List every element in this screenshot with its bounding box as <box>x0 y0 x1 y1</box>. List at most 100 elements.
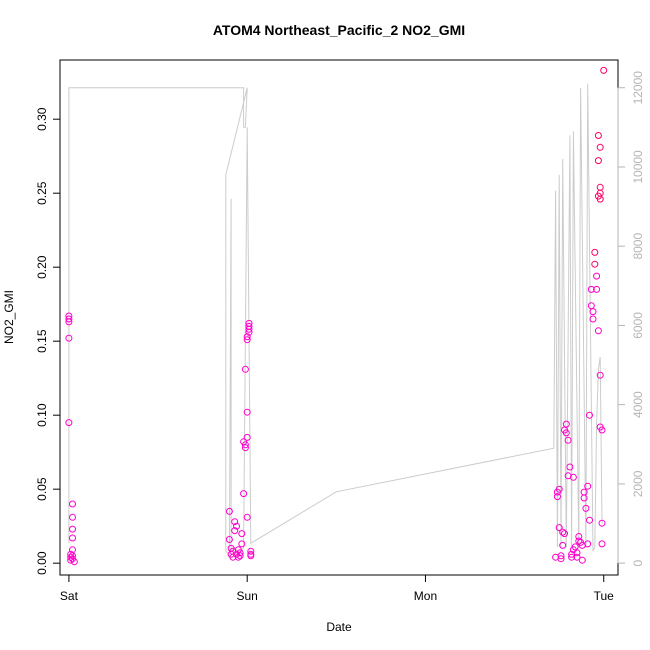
data-point <box>236 552 244 560</box>
y2-tick-label: 12000 <box>631 71 645 105</box>
data-point <box>247 552 255 560</box>
data-point <box>243 333 251 341</box>
data-point <box>231 518 239 526</box>
data-point <box>596 195 604 203</box>
data-point <box>553 493 561 501</box>
y-axis-left: 0.00 0.05 0.10 0.15 0.20 0.25 0.30 <box>35 107 61 575</box>
data-point <box>238 530 246 538</box>
altitude-line-layer <box>68 83 603 557</box>
data-point <box>593 272 601 280</box>
data-point <box>238 540 246 548</box>
y-tick-label: 0.00 <box>35 551 49 575</box>
data-point <box>69 525 76 533</box>
data-point <box>67 550 75 558</box>
x-tick-label: Sun <box>237 589 258 603</box>
y2-tick-label: 2000 <box>631 470 645 497</box>
data-point <box>225 507 233 515</box>
data-point <box>243 513 251 521</box>
data-point <box>557 552 565 560</box>
no2-points-layer <box>65 66 608 566</box>
data-point <box>241 444 249 452</box>
data-point <box>594 132 602 139</box>
data-point <box>586 411 593 419</box>
data-point <box>584 540 592 548</box>
data-point <box>69 534 76 542</box>
y2-tick-label: 8000 <box>631 233 645 260</box>
data-point <box>69 513 76 521</box>
data-point <box>591 260 599 268</box>
data-point <box>557 555 565 563</box>
data-point <box>69 500 76 508</box>
data-point <box>600 66 608 74</box>
data-point <box>233 522 240 530</box>
data-point <box>589 315 597 323</box>
y-axis-right: 0 2000 4000 6000 8000 10000 12000 <box>617 71 645 566</box>
data-point <box>243 336 251 344</box>
data-point <box>593 285 601 293</box>
data-point <box>555 485 563 493</box>
y2-tick-label: 10000 <box>631 150 645 184</box>
data-point <box>569 473 577 481</box>
data-point <box>578 556 586 564</box>
data-point <box>580 494 588 502</box>
data-point <box>594 327 602 335</box>
data-point <box>65 419 73 427</box>
x-axis: Sat Sun Mon Tue <box>60 574 615 603</box>
y-tick-label: 0.05 <box>35 477 49 501</box>
data-point <box>245 319 253 327</box>
data-point <box>591 248 599 256</box>
y-tick-label: 0.25 <box>35 181 49 205</box>
x-tick-label: Tue <box>594 589 615 603</box>
data-point <box>575 537 583 545</box>
data-point <box>598 426 606 434</box>
data-point <box>564 436 572 444</box>
data-point <box>65 334 73 342</box>
data-point <box>589 308 597 316</box>
data-point <box>555 524 563 532</box>
data-point <box>587 285 595 293</box>
altitude-series-line <box>68 83 603 557</box>
data-point <box>594 157 602 165</box>
data-point <box>225 536 233 543</box>
data-point <box>561 530 568 538</box>
y2-tick-label: 4000 <box>631 391 645 418</box>
data-point <box>584 482 592 490</box>
data-point <box>240 490 248 498</box>
data-point <box>231 527 239 535</box>
data-point <box>586 516 593 524</box>
data-point <box>596 143 604 151</box>
x-axis-label: Date <box>326 620 352 634</box>
y-axis-label: NO2_GMI <box>2 290 16 344</box>
data-point <box>241 365 249 373</box>
data-point <box>65 318 73 326</box>
data-point <box>598 540 606 548</box>
y-tick-label: 0.30 <box>35 107 49 131</box>
data-point <box>65 315 73 323</box>
data-point <box>241 441 249 449</box>
data-point <box>568 553 576 561</box>
data-point <box>559 541 567 549</box>
y2-tick-label: 0 <box>631 559 645 566</box>
data-point <box>559 528 567 536</box>
data-point <box>243 433 251 441</box>
y2-tick-label: 6000 <box>631 312 645 339</box>
x-tick-label: Mon <box>414 589 437 603</box>
data-point <box>598 519 606 527</box>
y-tick-label: 0.10 <box>35 403 49 427</box>
chart-title: ATOM4 Northeast_Pacific_2 NO2_GMI <box>213 22 465 38</box>
data-point <box>573 549 581 557</box>
y-tick-label: 0.20 <box>35 255 49 279</box>
data-point <box>70 558 78 566</box>
data-point <box>67 553 75 561</box>
x-tick-label: Sat <box>60 589 79 603</box>
data-point <box>562 420 570 428</box>
data-point <box>236 549 244 557</box>
data-point <box>245 322 253 330</box>
data-point <box>573 553 581 561</box>
data-point <box>566 463 574 471</box>
data-point <box>243 408 251 416</box>
data-point <box>234 553 242 561</box>
data-point <box>596 371 604 379</box>
